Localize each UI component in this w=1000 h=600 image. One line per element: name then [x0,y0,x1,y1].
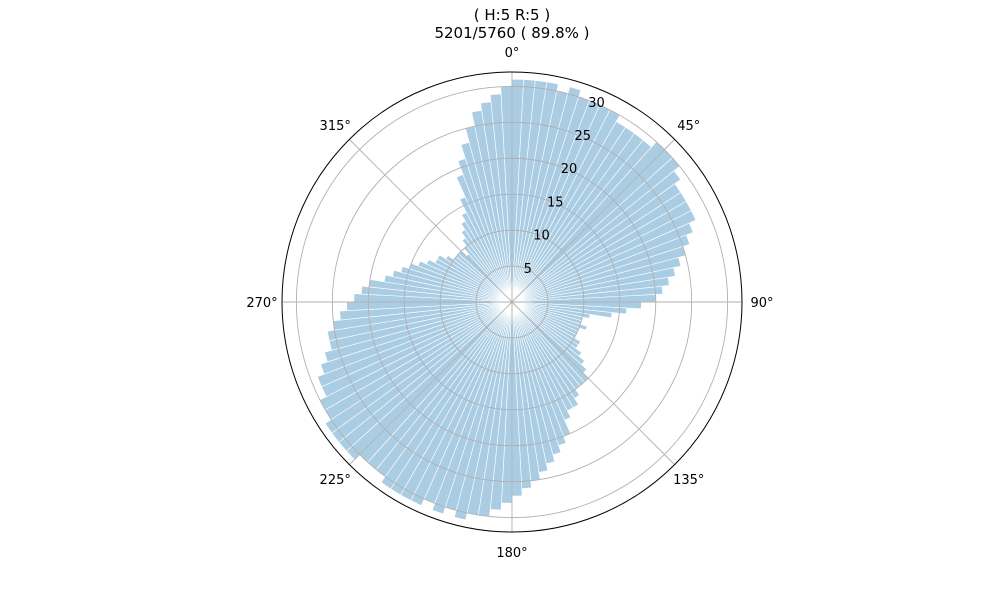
r-tick-label-5: 5 [524,262,532,277]
bar-bin-21 [511,210,697,303]
bar-bin-78 [324,301,513,434]
bar-bin-66 [431,301,513,515]
grid-spoke-135 [511,301,675,465]
grid-spoke-315 [349,139,513,303]
grid-spoke-225 [349,301,513,465]
r-tick-label-15: 15 [547,195,564,210]
labels-layer: 0° 45° 90° 135° 180° 225° 270° 315° 5 10 15 20 25 30 [246,46,773,561]
r-tick-label-30: 30 [588,96,605,111]
polar-frame [281,71,743,533]
r-tick-label-20: 20 [561,162,578,177]
theta-tick-label-180: 180° [496,546,527,561]
theta-tick-label-0: 0° [505,46,520,61]
theta-tick-label-270: 270° [246,296,277,311]
bar-bin-83 [320,301,513,375]
bar-bin-17 [511,170,682,303]
bar-bin-23 [511,234,691,303]
bar-bin-26 [511,267,676,303]
bar-bin-27 [511,276,670,303]
bar-bin-25 [511,256,682,303]
r-tick-label-25: 25 [574,129,591,144]
bar-bin-84 [324,301,513,363]
theta-tick-label-90: 90° [750,296,773,311]
bars-layer [317,78,697,521]
bar-bin-22 [511,222,694,303]
grid-layer [282,72,742,532]
bar-bin-100 [436,254,513,303]
bar-bin-71 [380,301,513,490]
theta-tick-label-315: 315° [320,119,351,134]
theta-tick-label-225: 225° [320,473,351,488]
bar-bin-88 [339,301,513,321]
bar-bin-82 [317,301,513,388]
r-tick-label-10: 10 [533,229,550,244]
chart-title-line-1: ( H:5 R:5 ) [474,6,550,24]
theta-tick-label-135: 135° [673,473,704,488]
bar-bin-28 [511,285,664,303]
theta-tick-label-45: 45° [677,119,700,134]
grid-spoke-45 [511,139,675,303]
bar-bin-101 [445,255,513,303]
chart-title-line-2: 5201/5760 ( 89.8% ) [434,24,589,42]
bar-bin-86 [327,301,513,342]
